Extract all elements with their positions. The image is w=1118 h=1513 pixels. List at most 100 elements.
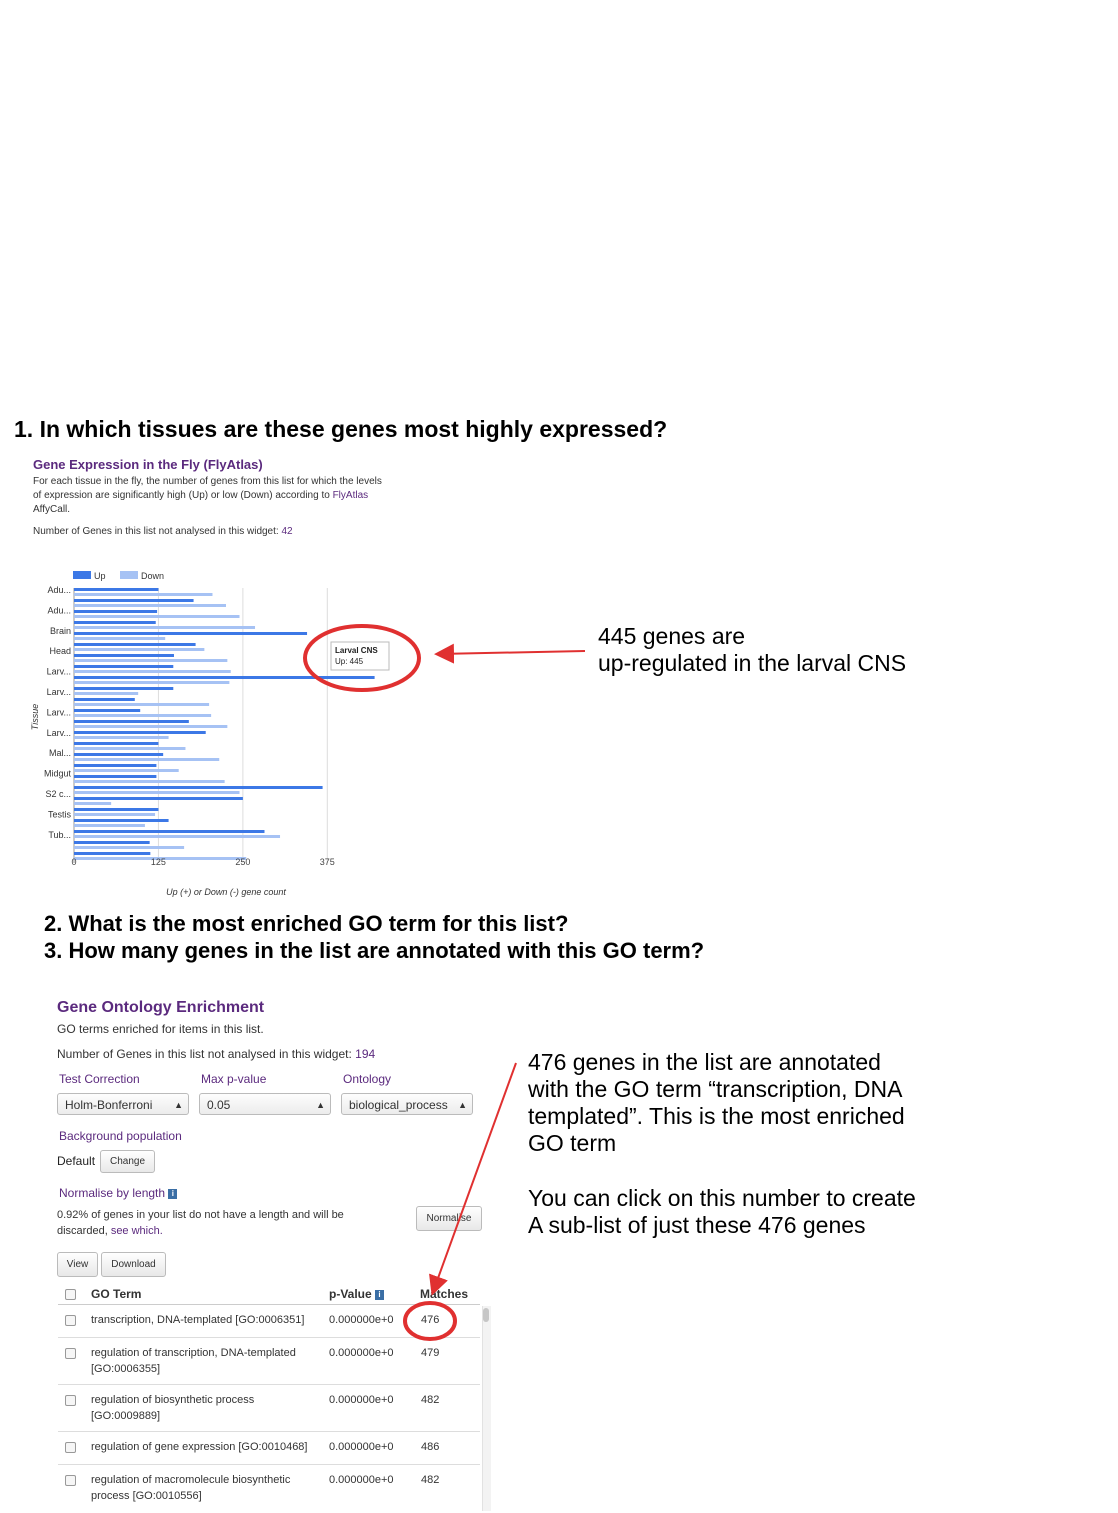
bar-down[interactable]	[74, 813, 156, 816]
table-scrollbar[interactable]	[482, 1306, 491, 1511]
bar-up[interactable]	[74, 720, 189, 723]
bar-down[interactable]	[74, 593, 213, 596]
col-p-value-label: p-Value	[329, 1287, 372, 1301]
bar-up[interactable]	[74, 643, 196, 646]
bar-down[interactable]	[74, 714, 212, 717]
row-checkbox[interactable]	[65, 1475, 76, 1486]
bar-up[interactable]	[74, 665, 174, 668]
bar-up[interactable]	[74, 599, 194, 602]
change-button[interactable]: Change	[100, 1150, 155, 1173]
bar-down[interactable]	[74, 824, 145, 827]
bar-up[interactable]	[74, 687, 174, 690]
download-button[interactable]: Download	[101, 1252, 166, 1277]
bar-up[interactable]	[74, 698, 135, 701]
bar-down[interactable]	[74, 670, 231, 673]
bar-down[interactable]	[74, 725, 228, 728]
bar-down[interactable]	[74, 659, 228, 662]
bar-down[interactable]	[74, 692, 139, 695]
bar-down[interactable]	[74, 604, 226, 607]
matches-link[interactable]: 482	[421, 1394, 440, 1406]
p-value-cell: 0.000000e+0	[329, 1394, 394, 1406]
bar-up[interactable]	[74, 830, 265, 833]
bar-down[interactable]	[74, 835, 281, 838]
goe-not-analysed-label: Number of Genes in this list not analyse…	[57, 1047, 356, 1061]
bar-up[interactable]	[74, 731, 206, 734]
info-icon[interactable]: i	[168, 1188, 178, 1199]
bar-up[interactable]	[74, 797, 243, 800]
flyatlas-not-analysed-value[interactable]: 42	[281, 526, 293, 537]
flyatlas-link[interactable]: FlyAtlas	[332, 490, 369, 501]
bar-down[interactable]	[74, 681, 230, 684]
annotation-2-line1: 476 genes in the list are annotated	[528, 1049, 881, 1075]
x-tick-label: 250	[235, 857, 250, 867]
matches-link[interactable]: 476	[421, 1314, 440, 1326]
ontology-select[interactable]: biological_process ▲	[341, 1093, 473, 1115]
matches-link[interactable]: 479	[421, 1347, 440, 1359]
bar-up[interactable]	[74, 621, 156, 624]
go-term-cell[interactable]: regulation of transcription, DNA-templat…	[91, 1345, 321, 1377]
go-term-cell[interactable]: regulation of biosynthetic process [GO:00…	[91, 1392, 321, 1424]
bar-up[interactable]	[74, 808, 159, 811]
bar-down[interactable]	[74, 857, 247, 860]
table-scrollbar-thumb[interactable]	[483, 1308, 489, 1322]
bar-down[interactable]	[74, 791, 240, 794]
bar-up[interactable]	[74, 786, 323, 789]
bar-up[interactable]	[74, 753, 164, 756]
bar-up[interactable]	[74, 588, 159, 591]
select-all-checkbox[interactable]	[65, 1289, 76, 1300]
bar-down[interactable]	[74, 626, 256, 629]
bar-down[interactable]	[74, 736, 169, 739]
row-checkbox[interactable]	[65, 1395, 76, 1406]
bar-down[interactable]	[74, 769, 179, 772]
goe-subtitle: GO terms enriched for items in this list…	[57, 1022, 264, 1036]
bar-down[interactable]	[74, 703, 210, 706]
matches-link[interactable]: 482	[421, 1474, 440, 1486]
bar-up[interactable]	[74, 610, 158, 613]
bar-up[interactable]	[74, 852, 151, 855]
bar-down[interactable]	[74, 648, 205, 651]
row-checkbox[interactable]	[65, 1348, 76, 1359]
flyatlas-title: Gene Expression in the Fly (FlyAtlas)	[33, 457, 263, 472]
bar-up[interactable]	[74, 819, 169, 822]
bar-up[interactable]	[74, 742, 159, 745]
bar-down[interactable]	[74, 780, 225, 783]
row-checkbox[interactable]	[65, 1315, 76, 1326]
normalise-see-which-link[interactable]: see which.	[110, 1225, 163, 1237]
bar-down[interactable]	[74, 615, 240, 618]
go-term-cell[interactable]: regulation of macromolecule biosynthetic…	[91, 1472, 321, 1504]
bar-up[interactable]	[74, 709, 141, 712]
bar-up[interactable]	[74, 764, 157, 767]
p-value-cell: 0.000000e+0	[329, 1441, 394, 1453]
matches-link[interactable]: 486	[421, 1441, 440, 1453]
bar-up[interactable]	[74, 775, 157, 778]
col-p-value[interactable]: p-Value i	[329, 1287, 385, 1301]
flyatlas-not-analysed-label: Number of Genes in this list not analyse…	[33, 526, 282, 537]
bar-down[interactable]	[74, 637, 166, 640]
legend-swatch-down	[120, 571, 138, 579]
select-arrows-icon: ▲	[458, 1100, 467, 1110]
go-term-cell[interactable]: transcription, DNA-templated [GO:0006351…	[91, 1312, 321, 1328]
bar-down[interactable]	[74, 802, 112, 805]
col-go-term[interactable]: GO Term	[91, 1287, 142, 1301]
info-icon[interactable]: i	[375, 1289, 385, 1300]
x-tick-label: 0	[71, 857, 76, 867]
bar-down[interactable]	[74, 747, 186, 750]
bar-up[interactable]	[74, 632, 308, 635]
go-term-cell[interactable]: regulation of gene expression [GO:001046…	[91, 1439, 321, 1455]
goe-not-analysed-value[interactable]: 194	[355, 1047, 376, 1061]
bar-up[interactable]	[74, 654, 174, 657]
row-checkbox[interactable]	[65, 1442, 76, 1453]
normalise-button[interactable]: Normalise	[416, 1206, 482, 1231]
col-matches[interactable]: Matches	[420, 1287, 469, 1301]
legend-label-down: Down	[141, 571, 164, 581]
max-p-select[interactable]: 0.05 ▲	[199, 1093, 331, 1115]
test-correction-select[interactable]: Holm-Bonferroni ▲	[57, 1093, 189, 1115]
bar-up[interactable]	[74, 841, 150, 844]
bar-down[interactable]	[74, 758, 220, 761]
y-tick-label: Larv...	[47, 707, 71, 717]
legend-swatch-up	[73, 571, 91, 579]
bar-down[interactable]	[74, 846, 185, 849]
bar-up[interactable]	[74, 676, 375, 679]
view-button[interactable]: View	[57, 1252, 98, 1277]
tooltip-text: Up: 445	[335, 657, 364, 666]
